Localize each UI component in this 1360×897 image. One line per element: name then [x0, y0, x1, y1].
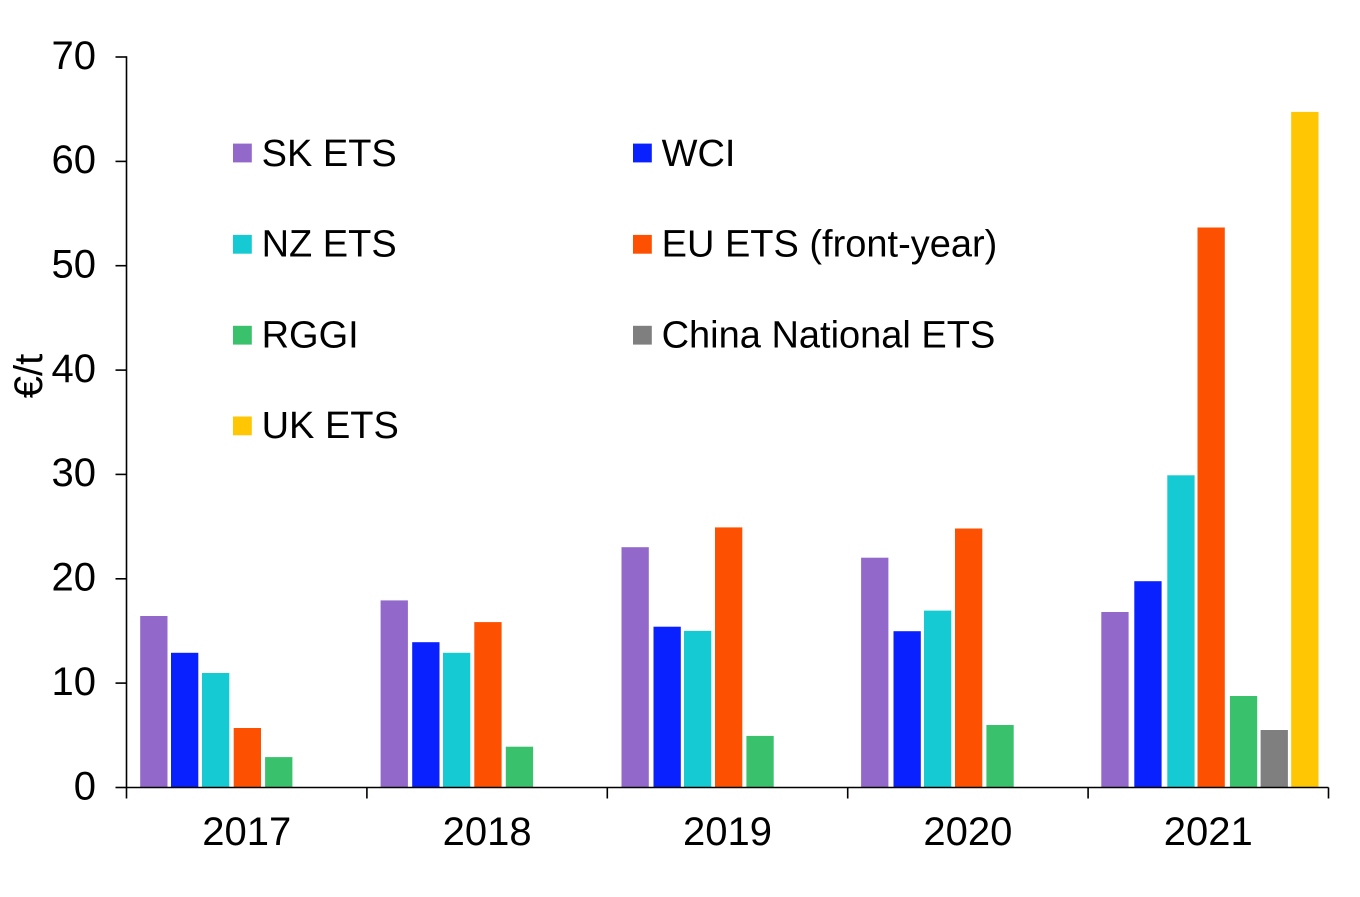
svg-text:60: 60 — [52, 138, 97, 182]
svg-text:20: 20 — [52, 556, 97, 600]
svg-text:10: 10 — [52, 660, 97, 704]
svg-text:2020: 2020 — [923, 810, 1012, 854]
svg-text:2018: 2018 — [443, 810, 532, 854]
svg-text:0: 0 — [74, 764, 96, 808]
svg-text:2017: 2017 — [202, 810, 291, 854]
svg-text:2019: 2019 — [683, 810, 772, 854]
svg-text:€/t: €/t — [7, 354, 51, 398]
svg-text:70: 70 — [52, 34, 97, 78]
svg-text:50: 50 — [52, 243, 97, 287]
svg-text:UK ETS: UK ETS — [262, 405, 399, 447]
svg-text:2021: 2021 — [1164, 810, 1253, 854]
svg-text:SK ETS: SK ETS — [262, 133, 397, 175]
svg-text:EU ETS (front-year): EU ETS (front-year) — [662, 224, 998, 266]
svg-text:40: 40 — [52, 347, 97, 391]
svg-text:RGGI: RGGI — [262, 314, 359, 356]
svg-text:30: 30 — [52, 451, 97, 495]
svg-text:WCI: WCI — [662, 133, 736, 175]
svg-text:China National ETS: China National ETS — [662, 314, 996, 356]
svg-text:NZ ETS: NZ ETS — [262, 224, 397, 266]
